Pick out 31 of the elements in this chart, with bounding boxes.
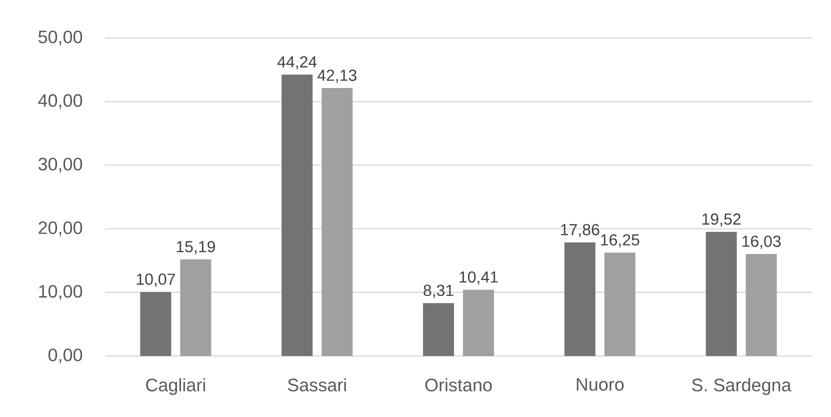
data-label: 44,24 <box>277 56 317 70</box>
bar <box>180 259 212 356</box>
data-label: 10,07 <box>136 274 175 287</box>
data-label: 10,41 <box>460 271 498 285</box>
x-tick-label: Sassari <box>288 378 346 392</box>
bar <box>423 303 454 356</box>
data-label: 15,19 <box>176 240 215 254</box>
data-label: 42,13 <box>317 70 356 83</box>
y-tick-label: 20,00 <box>38 221 82 236</box>
data-label: 16,03 <box>742 236 781 249</box>
data-label: 19,52 <box>702 213 741 227</box>
bar <box>564 242 596 356</box>
y-tick-label: 50,00 <box>38 30 82 46</box>
y-tick-label: 0,00 <box>48 348 82 364</box>
y-tick-label: 30,00 <box>38 158 82 173</box>
x-tick-label: Nuoro <box>576 378 624 391</box>
data-label: 8,31 <box>424 284 454 298</box>
bar <box>322 88 353 356</box>
x-tick-label: S. Sardegna <box>692 378 792 395</box>
bar <box>282 74 313 356</box>
y-tick-label: 40,00 <box>38 94 82 110</box>
data-label: 16,25 <box>601 234 640 248</box>
bar <box>746 254 777 356</box>
x-tick-label: Oristano <box>425 378 492 392</box>
bar <box>604 252 636 356</box>
bar <box>140 292 172 356</box>
data-label: 17,86 <box>561 224 600 238</box>
y-tick-label: 10,00 <box>39 284 82 300</box>
x-tick-label: Cagliari <box>146 378 205 395</box>
bar <box>463 290 494 356</box>
bar <box>706 232 737 356</box>
